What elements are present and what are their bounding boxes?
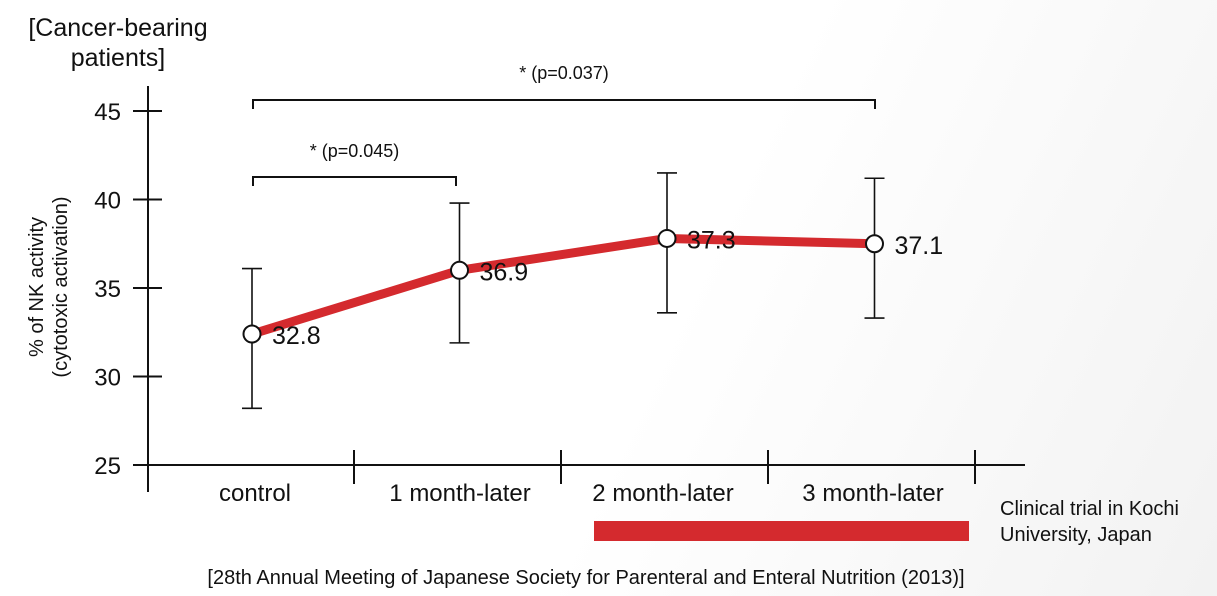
data-point [242,324,262,344]
significance-bracket [252,99,876,109]
significance-label: * (p=0.037) [519,63,609,83]
x-tick-label: 2 month-later [592,480,733,507]
data-point [865,234,884,254]
data-point [657,228,677,248]
data-value-label: 37.3 [687,226,736,254]
data-value-label: 36.9 [480,258,529,286]
corner-label-line1: [Cancer-bearing [28,14,207,42]
y-tick-label: 25 [94,453,121,480]
y-tick-label: 45 [94,99,121,126]
x-tick-label: control [219,480,291,507]
data-value-label: 37.1 [895,232,944,260]
side-note-line2: University, Japan [1000,524,1152,546]
corner-label-line2: patients] [71,44,166,72]
y-axis-label-line2: (cytotoxic activation) [50,196,72,377]
y-tick-label: 35 [94,276,121,303]
data-value-label: 32.8 [272,322,321,350]
y-tick-label: 30 [94,365,121,392]
significance-label: * (p=0.045) [310,141,400,161]
x-tick-label: 1 month-later [389,480,530,507]
significance-bracket [252,176,457,186]
y-tick-label: 40 [94,188,121,215]
y-axis-label-line1: % of NK activity [26,217,48,357]
source-citation: [28th Annual Meeting of Japanese Society… [207,567,964,589]
intervention-period-bar [594,521,969,541]
side-note-line1: Clinical trial in Kochi [1000,498,1179,520]
series-line [247,233,879,339]
data-point [450,260,469,280]
x-tick-label: 3 month-later [802,480,943,507]
